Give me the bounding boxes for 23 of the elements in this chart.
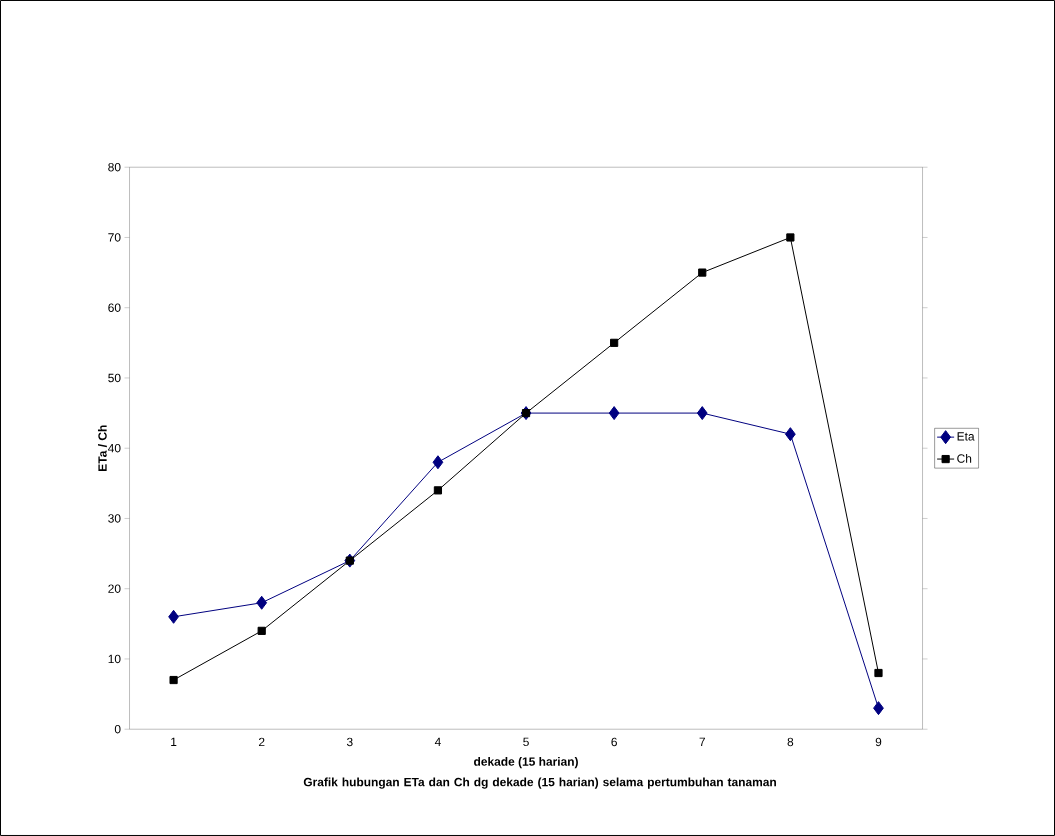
y-tick-label: 70 bbox=[108, 233, 121, 242]
legend-label: Eta bbox=[957, 432, 975, 441]
y-tick-label: 0 bbox=[114, 724, 121, 734]
x-tick-label: 5 bbox=[523, 737, 529, 747]
y-tick-label: 40 bbox=[108, 443, 121, 453]
x-tick-label: 4 bbox=[434, 737, 441, 746]
x-axis-title: dekade (15 harian) bbox=[474, 757, 578, 769]
x-tick-label: 8 bbox=[787, 737, 794, 747]
x-tick-label: 7 bbox=[699, 737, 705, 746]
text: Grafik hubungan ETa dan Ch dg dekade (15 harian) selama pertumbuhan tanaman bbox=[303, 777, 776, 789]
y-tick-label: 20 bbox=[108, 584, 121, 593]
x-tick-label: 3 bbox=[346, 737, 353, 747]
x-tick-label: 9 bbox=[875, 737, 882, 747]
y-tick-label: 80 bbox=[108, 162, 121, 172]
x-tick-label: 2 bbox=[258, 737, 265, 747]
x-tick-label: 1 bbox=[171, 737, 177, 746]
y-tick-label: 30 bbox=[108, 514, 121, 523]
y-tick-label: 60 bbox=[108, 303, 121, 312]
y-tick-label: 50 bbox=[108, 373, 121, 383]
y-axis-title: ETa / Ch bbox=[97, 425, 107, 471]
x-tick-label: 6 bbox=[611, 737, 617, 747]
legend-label: Ch bbox=[957, 453, 972, 463]
y-tick-label: 10 bbox=[108, 654, 121, 664]
